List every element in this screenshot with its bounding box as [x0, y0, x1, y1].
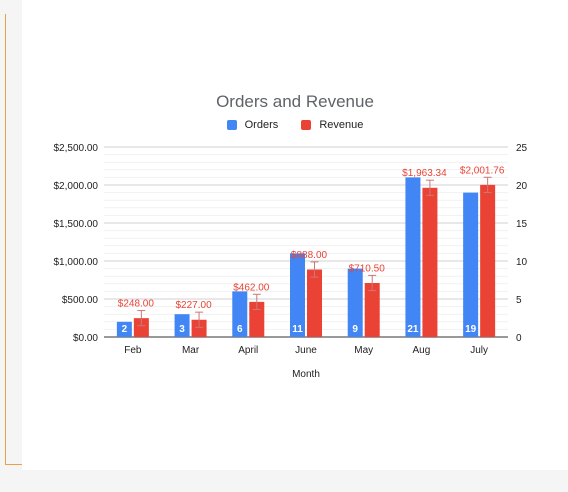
legend-label-orders: Orders — [244, 119, 279, 131]
y-right-tick-label: 25 — [516, 143, 528, 154]
data-label-revenue: $2,001.76 — [460, 165, 505, 176]
data-label-revenue: $888.00 — [291, 250, 328, 261]
bar-revenue — [307, 269, 322, 337]
x-tick-label: May — [354, 345, 373, 356]
chart-title: Orders and Revenue — [216, 92, 374, 111]
y-left-tick-label: $2,000.00 — [54, 181, 99, 192]
data-label-orders: 9 — [352, 324, 358, 335]
y-right-tick-label: 5 — [516, 295, 522, 306]
legend-item-orders[interactable]: Orders — [226, 119, 279, 131]
data-label-revenue: $710.50 — [349, 263, 386, 274]
y-left-tick-label: $1,500.00 — [54, 219, 99, 230]
data-label-revenue: $248.00 — [118, 299, 155, 310]
bar-revenue — [364, 283, 380, 337]
bar-revenue — [480, 184, 496, 337]
y-right-tick-label: 10 — [516, 257, 528, 268]
bar-revenue — [249, 301, 265, 337]
y-right-tick-label: 20 — [516, 181, 528, 192]
legend-swatch-revenue — [301, 120, 312, 130]
legend-label-revenue: Revenue — [319, 119, 364, 131]
bar-orders — [290, 253, 305, 337]
bar-revenue — [133, 318, 149, 337]
legend-item-revenue[interactable]: Revenue — [301, 119, 363, 131]
x-tick-label: Mar — [182, 345, 200, 356]
y-left-tick-label: $2,500.00 — [54, 143, 99, 154]
y-left-tick-label: $500.00 — [62, 295, 99, 306]
data-label-orders: 19 — [465, 324, 477, 335]
y-right-tick-label: 0 — [516, 333, 522, 344]
chart-plot: $0.00 $500.00 $1,000.00 $1,500.00 $2,000.00 $… — [54, 143, 528, 380]
bar-revenue — [422, 187, 438, 337]
bar-revenue — [191, 319, 207, 337]
x-tick-label: Aug — [413, 345, 431, 356]
x-tick-label: July — [470, 345, 488, 356]
data-label-revenue: $462.00 — [233, 282, 270, 293]
x-tick-label: June — [295, 345, 317, 356]
y-right-tick-label: 15 — [516, 219, 528, 230]
x-tick-label: Feb — [124, 345, 142, 356]
x-tick-label: April — [238, 345, 258, 356]
bar-orders — [463, 192, 479, 337]
bar-orders — [232, 291, 248, 337]
data-label-orders: 2 — [122, 324, 128, 335]
bar-orders — [116, 321, 132, 337]
data-label-revenue: $1,963.34 — [402, 168, 447, 179]
data-label-orders: 21 — [407, 324, 419, 335]
bar-orders — [347, 268, 363, 337]
data-label-orders: 3 — [179, 324, 185, 335]
data-label-revenue: $227.00 — [175, 300, 212, 311]
legend-swatch-orders — [226, 120, 237, 130]
y-left-tick-label: $0.00 — [73, 333, 98, 344]
chart-card: Orders and Revenue Orders Revenue $0.00 $… — [22, 0, 568, 470]
x-axis-title: Month — [292, 369, 320, 380]
data-label-orders: 11 — [292, 324, 303, 335]
y-left-tick-label: $1,000.00 — [54, 257, 99, 268]
bar-orders — [174, 314, 190, 337]
bar-orders — [405, 177, 421, 337]
chart-legend: Orders Revenue — [22, 119, 568, 133]
data-label-orders: 6 — [237, 324, 243, 335]
